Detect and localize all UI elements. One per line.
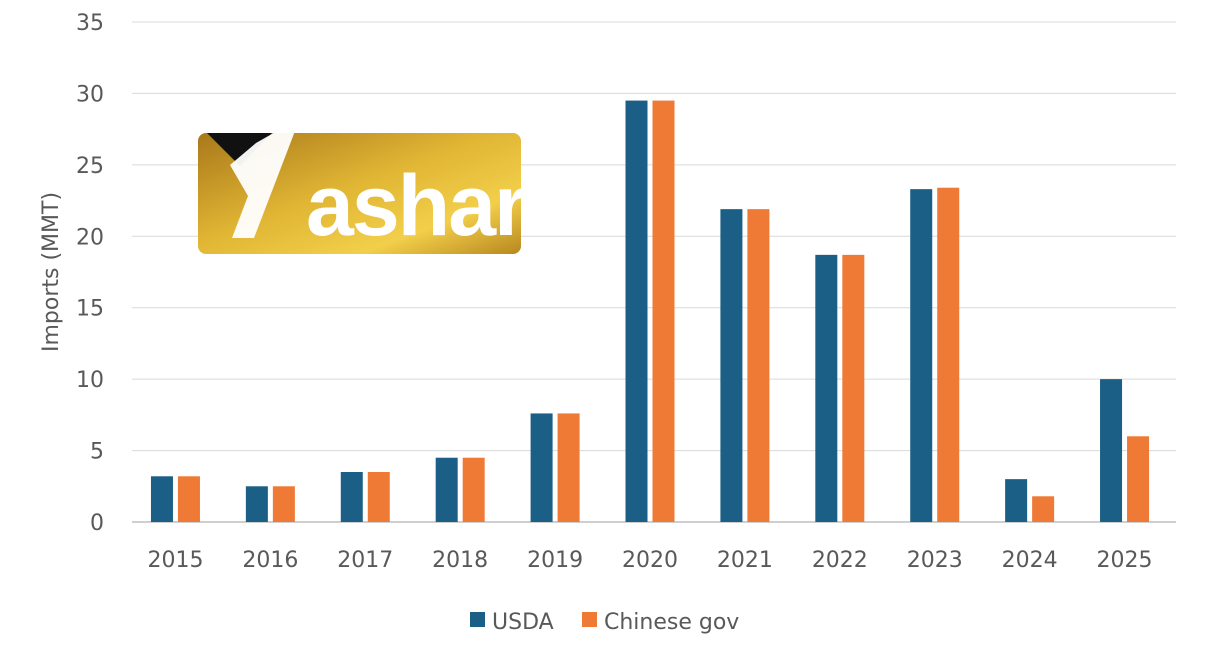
bar-chinese-gov-2019 (557, 413, 580, 522)
bar-chinese-gov-2022 (842, 254, 865, 522)
bar-chinese-gov-2024 (1032, 496, 1055, 522)
bar-usda-2023 (910, 189, 933, 522)
y-axis-label: Imports (MMT) (39, 192, 64, 352)
x-tick-label: 2018 (432, 548, 488, 573)
x-tick-label: 2023 (907, 548, 963, 573)
bar-chinese-gov-2020 (652, 100, 675, 523)
bar-chinese-gov-2018 (462, 457, 485, 522)
bar-chinese-gov-2025 (1127, 436, 1150, 522)
bar-usda-2015 (150, 476, 173, 522)
bar-usda-2021 (720, 209, 743, 522)
bar-usda-2016 (245, 486, 268, 522)
legend: USDA Chinese gov (470, 610, 739, 635)
bar-chinese-gov-2015 (177, 476, 200, 522)
bars (150, 100, 1150, 523)
bar-usda-2018 (435, 457, 458, 522)
bar-usda-2017 (340, 472, 363, 522)
x-tick-label: 2017 (337, 548, 393, 573)
x-tick-label: 2015 (147, 548, 203, 573)
y-axis-ticks: 0 5 10 15 20 25 30 35 (76, 11, 104, 536)
bar-usda-2020 (625, 100, 648, 523)
bar-chinese-gov-2021 (747, 209, 770, 522)
x-tick-label: 2016 (242, 548, 298, 573)
legend-label: Chinese gov (604, 610, 739, 635)
x-axis-ticks: 2015 2016 2017 2018 2019 2020 2021 2022 2023 2024… (147, 548, 1152, 573)
x-tick-label: 2022 (812, 548, 868, 573)
x-tick-label: 2024 (1002, 548, 1058, 573)
bar-usda-2022 (815, 254, 838, 522)
x-tick-label: 2019 (527, 548, 583, 573)
x-tick-label: 2020 (622, 548, 678, 573)
y-tick-label: 5 (90, 440, 104, 465)
bar-usda-2025 (1100, 379, 1123, 522)
y-tick-label: 35 (76, 11, 104, 36)
yashar-logo: ashar (198, 118, 529, 254)
y-tick-label: 10 (76, 368, 104, 393)
legend-swatch (582, 612, 597, 627)
bar-chinese-gov-2016 (272, 486, 295, 522)
bar-chinese-gov-2023 (937, 187, 960, 522)
x-tick-label: 2021 (717, 548, 773, 573)
y-tick-label: 30 (76, 82, 104, 107)
y-tick-label: 25 (76, 154, 104, 179)
legend-label: USDA (492, 610, 554, 635)
bar-usda-2019 (530, 413, 553, 522)
y-tick-label: 15 (76, 297, 104, 322)
bar-usda-2024 (1005, 479, 1028, 522)
y-tick-label: 20 (76, 225, 104, 250)
logo-text: ashar (306, 158, 527, 254)
y-tick-label: 0 (90, 511, 104, 536)
bar-chinese-gov-2017 (367, 472, 390, 522)
x-tick-label: 2025 (1097, 548, 1153, 573)
legend-swatch (470, 612, 485, 627)
